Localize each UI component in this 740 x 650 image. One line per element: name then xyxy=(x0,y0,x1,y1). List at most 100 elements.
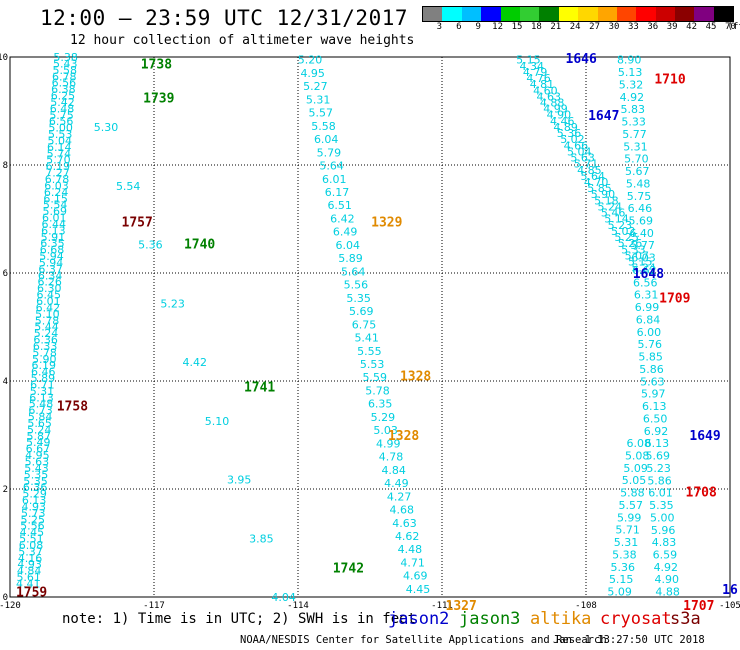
wave-height-value: 4.78 xyxy=(379,451,404,464)
wave-height-value: 5.70 xyxy=(46,154,71,167)
wave-height-value: 5.07 xyxy=(625,249,650,262)
wave-height-value: 6.59 xyxy=(653,548,678,561)
wave-height-value: 6.26 xyxy=(37,276,62,289)
wave-height-value: 6.36 xyxy=(23,481,48,494)
wave-height-value: 6.49 xyxy=(333,226,358,239)
wave-height-value: 6.03 xyxy=(44,179,69,192)
wave-height-value: 5.02 xyxy=(560,133,585,146)
wave-height-value: 5.91 xyxy=(41,231,66,244)
wave-height-value: 5.67 xyxy=(625,165,650,178)
wave-height-value: 5.69 xyxy=(629,215,654,228)
pass-time-label: 1742 xyxy=(333,561,364,576)
wave-height-value: 4.45 xyxy=(406,583,431,596)
colorbar-swatch xyxy=(655,7,676,21)
wave-height-value: 5.09 xyxy=(623,462,648,475)
pass-time-label: 1739 xyxy=(143,92,174,107)
wave-height-value: 5.36 xyxy=(611,561,636,574)
wave-height-value: 5.23 xyxy=(160,297,185,310)
wave-height-value: 6.13 xyxy=(29,391,54,404)
wave-height-value: 5.97 xyxy=(641,388,666,401)
wave-height-value: 6.31 xyxy=(634,289,659,302)
pass-time-label: 16 xyxy=(722,583,738,598)
wave-height-value: 5.23 xyxy=(646,462,671,475)
wave-height-value: 5.33 xyxy=(621,243,646,256)
wave-height-value: 4.85 xyxy=(577,164,602,177)
wave-height-value: 5.13 xyxy=(618,66,643,79)
wave-height-value: 5.77 xyxy=(622,128,647,141)
wave-height-value: 5.87 xyxy=(26,430,51,443)
wave-height-value: 5.33 xyxy=(621,116,646,129)
wave-height-value: 4.95 xyxy=(300,67,325,80)
wave-height-value: 5.38 xyxy=(612,548,637,561)
wave-height-value: 6.08 xyxy=(627,437,652,450)
wave-height-value: 4.34 xyxy=(520,60,545,73)
wave-height-value: 5.48 xyxy=(626,177,651,190)
wave-height-value: 6.33 xyxy=(33,340,58,353)
wave-height-value: 5.94 xyxy=(39,256,64,269)
wave-height-value: 5.56 xyxy=(20,520,45,533)
wave-height-value: 4.27 xyxy=(387,490,412,503)
wave-height-value: 5.48 xyxy=(29,398,54,411)
wave-height-value: 5.24 xyxy=(34,327,59,340)
wave-height-value: 6.25 xyxy=(51,90,76,103)
colorbar-tick-label: 3 xyxy=(436,22,443,32)
wave-height-value: 6.24 xyxy=(44,186,69,199)
wave-height-value: 6.73 xyxy=(28,404,53,417)
wave-height-value: 6.51 xyxy=(327,199,352,212)
wave-height-value: 6.56 xyxy=(49,115,74,128)
wave-height-value: 6.13 xyxy=(642,400,667,413)
wave-height-value: 5.71 xyxy=(574,158,599,171)
y-tick-label: 0 xyxy=(3,593,8,603)
wave-height-value: 5.25 xyxy=(21,513,46,526)
wave-height-value: 6.17 xyxy=(325,186,350,199)
wave-height-value: 5.44 xyxy=(34,321,59,334)
wave-height-value: 5.29 xyxy=(371,411,396,424)
wave-height-value: 5.35 xyxy=(24,468,49,481)
wave-height-value: 5.90 xyxy=(32,353,57,366)
wave-height-value: 5.99 xyxy=(617,511,642,524)
wave-height-value: 6.01 xyxy=(648,487,673,500)
wave-height-value: 5.53 xyxy=(360,358,385,371)
credit-line: NOAA/NESDIS Center for Satellite Applica… xyxy=(240,634,607,646)
wave-height-value: 5.08 xyxy=(625,449,650,462)
wave-height-value: 6.19 xyxy=(32,359,57,372)
altimeter-plot: -120-117-114-111-108-10502468105.385.435… xyxy=(0,51,740,610)
wave-height-value: 6.78 xyxy=(52,70,77,83)
wave-height-value: 6.84 xyxy=(636,313,661,326)
wave-height-value: 5.43 xyxy=(24,462,49,475)
wave-height-value: 6.78 xyxy=(45,173,70,186)
wave-height-value: 8.90 xyxy=(617,54,642,67)
wave-height-value: 5.64 xyxy=(581,170,606,183)
wave-height-value: 5.69 xyxy=(646,450,671,463)
wave-height-value: 4.69 xyxy=(403,570,428,583)
wave-height-value: 6.46 xyxy=(628,202,653,215)
x-tick-label: -105 xyxy=(719,601,740,610)
wave-height-value: 4.63 xyxy=(536,90,561,103)
wave-height-value: 5.35 xyxy=(649,499,674,512)
wave-height-value: 5.23 xyxy=(608,219,633,232)
wave-height-value: 4.88 xyxy=(540,97,565,110)
wave-height-value: 5.63 xyxy=(25,456,50,469)
wave-height-value: 6.92 xyxy=(644,425,669,438)
wave-height-value: 5.56 xyxy=(344,279,369,292)
wave-height-value: 5.15 xyxy=(609,573,634,586)
wave-height-value: 4.45 xyxy=(20,526,45,539)
wave-height-value: 7.27 xyxy=(45,167,70,180)
wave-height-value: 4.04 xyxy=(271,591,296,604)
chart-subtitle: 12 hour collection of altimeter wave hei… xyxy=(70,33,415,48)
legend-item-jason2: jason2 xyxy=(388,609,450,629)
wave-height-value: 5.85 xyxy=(587,182,612,195)
wave-height-value: 4.60 xyxy=(533,84,558,97)
wave-height-value: 5.54 xyxy=(43,199,68,212)
wave-height-value: 4.76 xyxy=(526,72,551,85)
wave-height-value: 6.04 xyxy=(314,133,339,146)
wave-height-value: 5.74 xyxy=(47,147,72,160)
colorbar-swatch xyxy=(713,7,734,21)
wave-height-value: 5.71 xyxy=(615,524,640,537)
wave-height-value: 5.86 xyxy=(647,474,672,487)
wave-height-value: 5.24 xyxy=(631,262,656,275)
pass-time-label: 1646 xyxy=(566,52,597,67)
wave-height-value: 6.71 xyxy=(30,378,55,391)
wave-height-value: 5.30 xyxy=(94,121,119,134)
wave-height-value: 5.31 xyxy=(306,93,331,106)
